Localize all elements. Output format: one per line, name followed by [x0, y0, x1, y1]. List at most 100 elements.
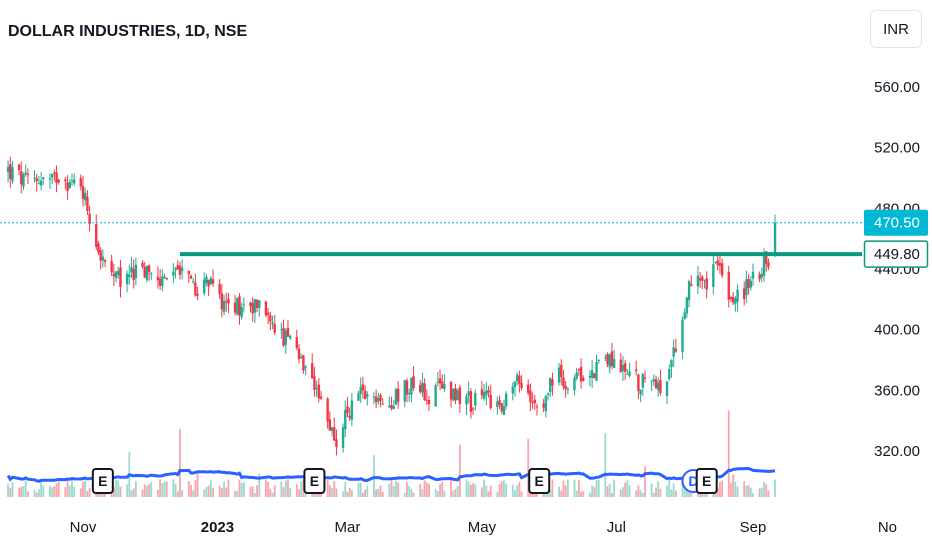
- candle-body: [203, 279, 206, 294]
- currency-button[interactable]: INR: [870, 10, 922, 48]
- volume-bar: [577, 480, 580, 497]
- volume-bar: [163, 481, 166, 497]
- price-scale-labels: 470.50 449.80: [863, 209, 929, 268]
- volume-bar: [295, 484, 298, 497]
- volume-bar: [467, 481, 470, 497]
- candle-body: [372, 396, 376, 398]
- volume-bar: [439, 483, 441, 497]
- volume-bar: [254, 492, 256, 497]
- volume-bar: [681, 483, 684, 497]
- volume-bar: [273, 485, 276, 497]
- earnings-marker[interactable]: E: [91, 468, 114, 494]
- candle-body: [652, 379, 656, 382]
- candle-body: [191, 280, 195, 282]
- volume-bar: [20, 486, 23, 497]
- y-tick-label: 520.00: [874, 140, 920, 157]
- candle-body: [317, 384, 321, 399]
- candle-body: [209, 278, 213, 285]
- volume-bar: [505, 483, 508, 497]
- candle-body: [134, 264, 138, 278]
- volume-bar: [397, 482, 400, 497]
- candle-body: [79, 178, 82, 187]
- volume-bar: [481, 487, 483, 497]
- candle-body: [731, 297, 735, 303]
- x-axis[interactable]: Nov 2023 Mar May Jul Sep No: [70, 519, 897, 536]
- candle-body: [665, 381, 669, 396]
- candle-body: [434, 385, 437, 407]
- candle-body: [471, 408, 475, 410]
- volume-bar: [573, 479, 576, 497]
- earnings-marker[interactable]: E: [695, 468, 718, 494]
- candle-body: [449, 381, 453, 400]
- candle-body: [639, 389, 642, 395]
- volume-bar: [421, 489, 424, 497]
- volume-bar: [503, 480, 505, 497]
- candle-body: [379, 395, 382, 401]
- volume-bar: [220, 487, 223, 497]
- volume-bar: [637, 485, 640, 497]
- candle-body: [423, 383, 426, 401]
- earnings-marker[interactable]: E: [303, 468, 326, 494]
- candle-body: [189, 275, 193, 279]
- candle-body: [180, 267, 184, 272]
- volume-bar: [388, 483, 391, 497]
- volume-bar: [348, 487, 351, 497]
- candle-body: [81, 186, 85, 199]
- candle-body: [258, 300, 261, 308]
- candle-body: [714, 261, 717, 263]
- candle-body: [529, 390, 532, 403]
- volume-bar: [425, 482, 428, 497]
- candle-body: [392, 406, 395, 410]
- candle-body: [251, 302, 254, 314]
- candle-body: [421, 382, 424, 393]
- candle-body: [474, 392, 477, 406]
- candle-body: [222, 300, 226, 312]
- svg-text:E: E: [535, 473, 544, 489]
- volume-bar: [342, 491, 344, 497]
- volume-bar: [249, 486, 252, 497]
- candle-body: [487, 390, 490, 393]
- volume-bar: [752, 492, 754, 497]
- x-tick-label: 2023: [201, 519, 234, 536]
- candle-body: [441, 381, 444, 389]
- volume-bar: [40, 481, 43, 497]
- candle-body: [716, 260, 719, 266]
- volume-bar: [11, 481, 14, 497]
- y-axis[interactable]: 560.00520.00480.00440.00400.00360.00320.…: [874, 79, 920, 460]
- volume-bar: [196, 472, 199, 497]
- candle-body: [101, 256, 105, 261]
- earnings-marker[interactable]: E: [528, 468, 551, 494]
- volume-bar: [38, 489, 40, 497]
- volume-bar: [566, 479, 569, 497]
- candle-body: [734, 298, 737, 305]
- volume-bar: [223, 481, 225, 497]
- volume-bar: [27, 491, 29, 497]
- volume-bar: [767, 490, 770, 497]
- candle-body: [17, 164, 21, 171]
- candle-body: [227, 298, 230, 304]
- candle-body: [773, 222, 777, 255]
- candle-body: [720, 263, 724, 276]
- volume-bar: [240, 482, 243, 497]
- volume-bar: [626, 480, 629, 497]
- candle-body: [114, 271, 118, 278]
- candle-body: [745, 279, 748, 296]
- candle-body: [436, 381, 440, 383]
- candle-body: [280, 329, 283, 331]
- volume-bar: [730, 482, 732, 497]
- candle-body: [103, 260, 107, 262]
- svg-text:E: E: [702, 473, 711, 489]
- candle-body: [22, 174, 25, 187]
- volume-bar: [441, 481, 444, 497]
- volume-bar: [126, 484, 128, 497]
- volume-bar: [18, 487, 20, 497]
- volume-bar: [49, 485, 51, 497]
- candle-body: [132, 269, 135, 281]
- volume-bar: [256, 484, 259, 497]
- candle-body: [685, 297, 689, 314]
- volume-bar: [141, 489, 144, 497]
- volume-bar: [483, 479, 486, 497]
- candle-body: [20, 171, 23, 185]
